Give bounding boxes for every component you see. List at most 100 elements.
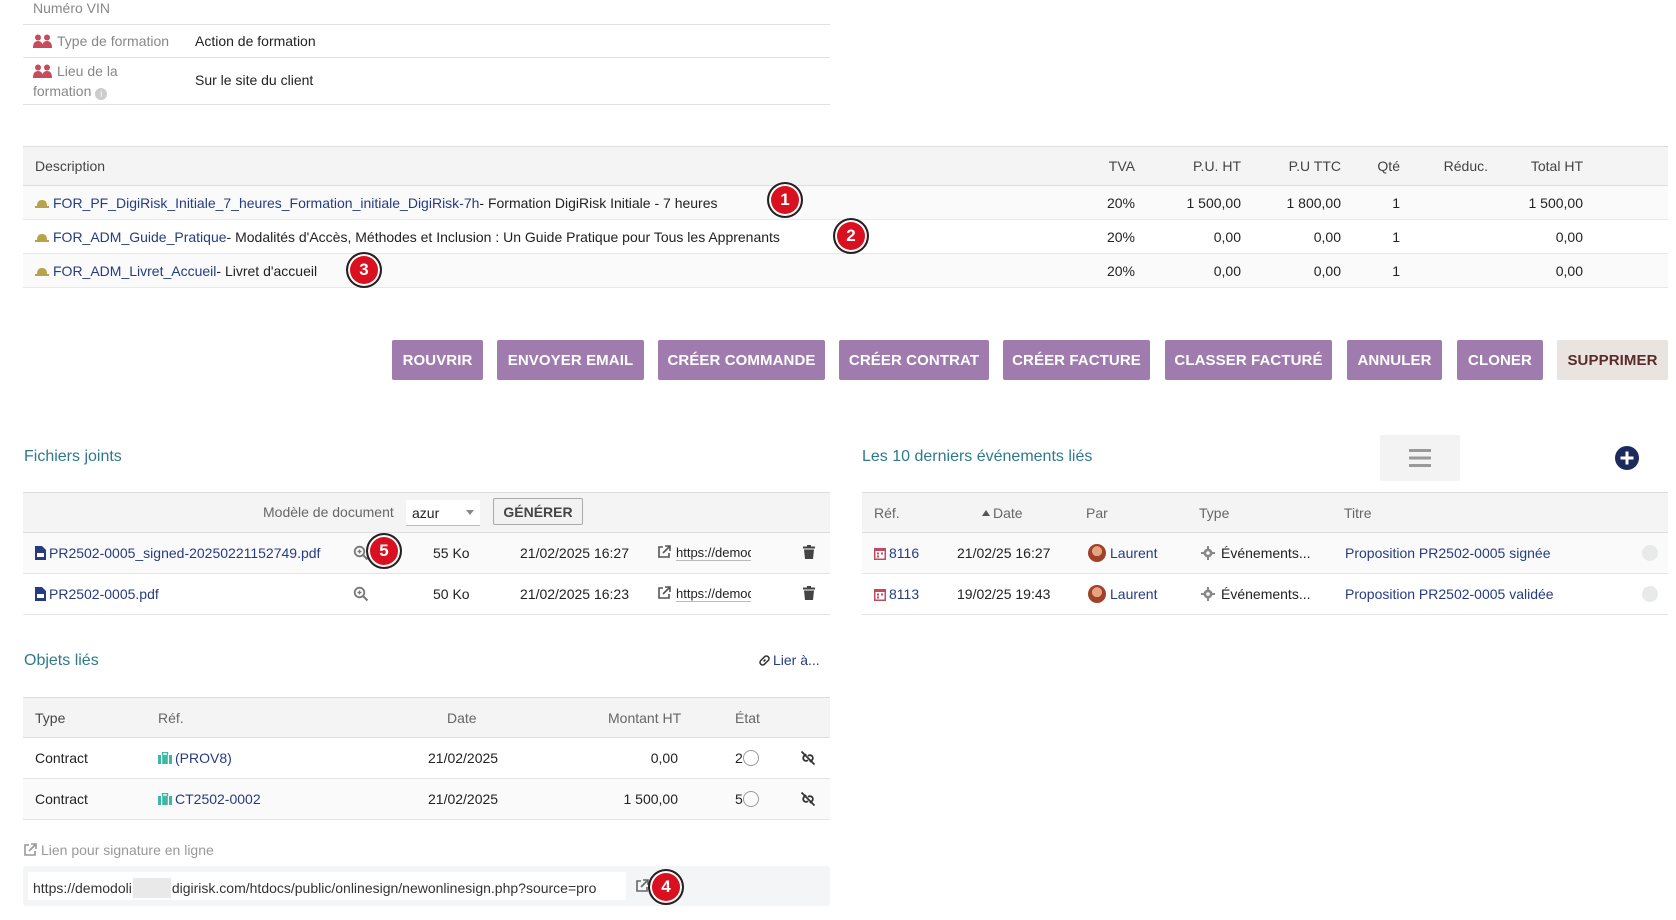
linked-row: Contract (PROV8) 21/02/2025 0,00 2 xyxy=(23,738,830,779)
people-icon xyxy=(33,64,52,78)
callout-badge-2: 2 xyxy=(833,218,869,254)
callout-badge-1: 1 xyxy=(767,182,803,218)
add-event-icon[interactable] xyxy=(1615,446,1639,470)
pdf-file-icon xyxy=(35,587,46,601)
line-row[interactable]: FOR_PF_DigiRisk_Initiale_7_heures_Format… xyxy=(23,186,1668,220)
signature-label: Lien pour signature en ligne xyxy=(41,842,214,858)
redacted-block xyxy=(132,878,171,898)
unlink-icon[interactable] xyxy=(800,791,816,807)
col-pu-ttc: P.U TTC xyxy=(1288,158,1341,174)
linked-col-type: Type xyxy=(35,710,66,726)
events-col-ref: Réf. xyxy=(874,505,900,521)
file-link[interactable]: PR2502-0005.pdf xyxy=(49,586,159,602)
linked-section-title: Objets liés xyxy=(24,652,99,669)
reopen-button[interactable]: ROUVRIR xyxy=(392,340,483,380)
event-ref-link[interactable]: 8113 xyxy=(889,586,920,602)
linked-col-montant: Montant HT xyxy=(608,710,682,726)
linked-etat: 2 xyxy=(735,750,743,766)
line-pu-ttc: 0,00 xyxy=(1313,262,1341,279)
generate-button[interactable]: GÉNÉRER xyxy=(493,498,583,525)
callout-badge-4: 4 xyxy=(648,869,684,905)
event-user-link[interactable]: Laurent xyxy=(1110,586,1158,602)
calendar-icon xyxy=(874,589,886,601)
file-row: PR2502-0005_signed-20250221152749.pdf 55… xyxy=(23,533,830,574)
create-invoice-button[interactable]: CRÉER FACTURE xyxy=(1003,340,1150,380)
open-link-icon[interactable] xyxy=(635,879,649,893)
trash-icon[interactable] xyxy=(803,586,815,600)
event-ref-link[interactable]: 8116 xyxy=(889,545,920,561)
line-qty: 1 xyxy=(1392,228,1400,245)
linked-ref-link[interactable]: (PROV8) xyxy=(175,750,232,766)
service-icon xyxy=(35,233,49,242)
event-title-link[interactable]: Proposition PR2502-0005 validée xyxy=(1345,586,1554,602)
events-col-date[interactable]: Date xyxy=(982,505,1023,521)
line-qty: 1 xyxy=(1392,262,1400,279)
line-ref-link[interactable]: FOR_ADM_Livret_Accueil xyxy=(53,262,217,279)
linked-type: Contract xyxy=(35,791,88,807)
signature-url-input[interactable]: https://demodoli digirisk.com/htdocs/publ… xyxy=(28,872,626,900)
unlink-icon[interactable] xyxy=(800,750,816,766)
share-link[interactable]: https://demod xyxy=(676,545,751,561)
events-section-title: Les 10 derniers événements liés xyxy=(862,448,1093,465)
line-row[interactable]: FOR_ADM_Guide_Pratique - Modalités d'Acc… xyxy=(23,220,1668,254)
line-row[interactable]: FOR_ADM_Livret_Accueil - Livret d'accuei… xyxy=(23,254,1668,288)
external-link-icon[interactable] xyxy=(657,586,671,600)
external-link-icon[interactable] xyxy=(657,545,671,559)
type-value: Action de formation xyxy=(195,33,316,49)
list-view-toggle[interactable] xyxy=(1380,435,1460,481)
cancel-button[interactable]: ANNULER xyxy=(1347,340,1442,380)
file-row: PR2502-0005.pdf 50 Ko 21/02/2025 16:23 h… xyxy=(23,574,830,615)
event-type: Événements... xyxy=(1221,586,1311,602)
link-to-button[interactable]: Lier à... xyxy=(758,652,820,668)
event-row: 8116 21/02/25 16:27 Laurent Événements..… xyxy=(862,533,1668,574)
trash-icon[interactable] xyxy=(803,545,815,559)
lieu-value: Sur le site du client xyxy=(195,72,314,88)
line-pu-ttc: 0,00 xyxy=(1313,228,1341,245)
linked-date: 21/02/2025 xyxy=(428,750,499,766)
lines-table-header: Description TVA P.U. HT P.U TTC Qté Rédu… xyxy=(23,146,1668,186)
share-link[interactable]: https://demod xyxy=(676,586,751,602)
event-type: Événements... xyxy=(1221,545,1311,561)
service-icon xyxy=(35,267,49,276)
model-select[interactable]: azur xyxy=(406,500,480,526)
linked-montant: 1 500,00 xyxy=(623,791,679,807)
status-dot xyxy=(1642,545,1658,561)
briefcase-icon xyxy=(158,792,172,805)
line-ref-link[interactable]: FOR_PF_DigiRisk_Initiale_7_heures_Format… xyxy=(53,194,480,211)
line-total-ht: 0,00 xyxy=(1555,262,1583,279)
signature-url-box: https://demodoli digirisk.com/htdocs/publ… xyxy=(23,866,830,906)
event-user-link[interactable]: Laurent xyxy=(1110,545,1158,561)
model-label: Modèle de document xyxy=(263,504,394,520)
zoom-preview-icon[interactable] xyxy=(353,586,369,602)
clone-button[interactable]: CLONER xyxy=(1457,340,1543,380)
file-date: 21/02/2025 16:27 xyxy=(520,545,629,561)
info-row-type: Type de formation Action de formation xyxy=(23,25,830,58)
classify-billed-button[interactable]: CLASSER FACTURÉ xyxy=(1165,340,1332,380)
zoom-preview-icon[interactable] xyxy=(353,545,369,561)
send-email-button[interactable]: ENVOYER EMAIL xyxy=(497,340,644,380)
line-pu-ttc: 1 800,00 xyxy=(1286,194,1342,211)
create-order-button[interactable]: CRÉER COMMANDE xyxy=(658,340,825,380)
event-date: 21/02/25 16:27 xyxy=(957,545,1051,561)
file-size: 55 Ko xyxy=(433,545,470,561)
people-icon xyxy=(33,34,52,48)
linked-ref-link[interactable]: CT2502-0002 xyxy=(175,791,261,807)
info-row-vin: Numéro VIN xyxy=(23,0,830,25)
col-description: Description xyxy=(35,158,106,174)
event-title-link[interactable]: Proposition PR2502-0005 signée xyxy=(1345,545,1551,561)
pdf-file-icon xyxy=(35,546,46,560)
create-contract-button[interactable]: CRÉER CONTRAT xyxy=(839,340,989,380)
linked-etat: 5 xyxy=(735,791,743,807)
delete-button[interactable]: SUPPRIMER xyxy=(1557,340,1668,380)
line-tva: 20% xyxy=(1106,194,1135,211)
file-link[interactable]: PR2502-0005_signed-20250221152749.pdf xyxy=(49,545,321,561)
line-tva: 20% xyxy=(1106,228,1135,245)
line-desc: - Formation DigiRisk Initiale - 7 heures xyxy=(479,194,718,211)
chevron-down-icon xyxy=(466,510,474,515)
line-pu-ht: 0,00 xyxy=(1213,228,1241,245)
line-total-ht: 0,00 xyxy=(1555,228,1583,245)
linked-type: Contract xyxy=(35,750,88,766)
info-icon[interactable]: i xyxy=(95,88,108,100)
line-pu-ht: 1 500,00 xyxy=(1186,194,1242,211)
line-ref-link[interactable]: FOR_ADM_Guide_Pratique xyxy=(53,228,227,245)
